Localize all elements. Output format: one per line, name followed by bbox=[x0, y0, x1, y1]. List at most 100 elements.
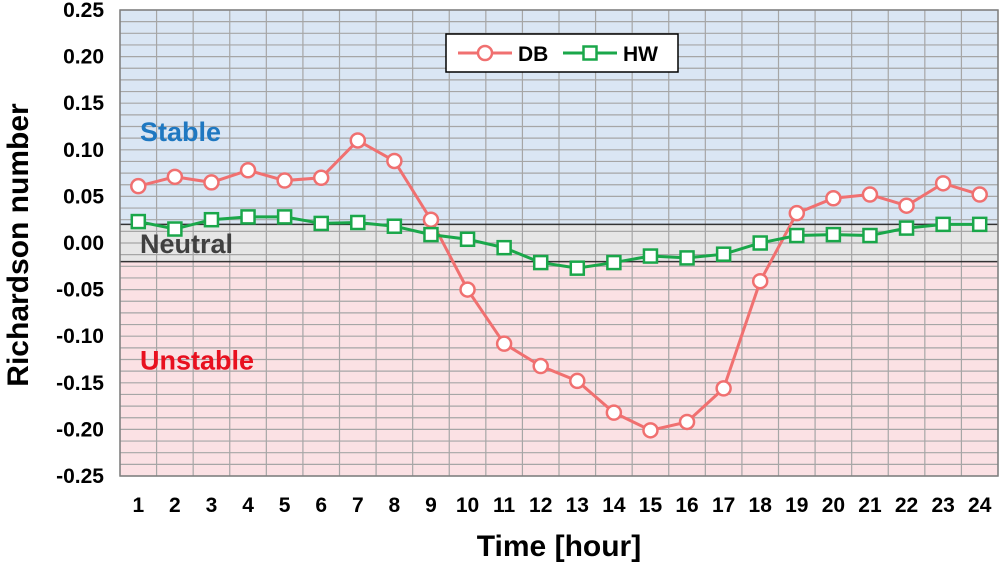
data-point-hw bbox=[167, 221, 183, 237]
legend-item-hw: HW bbox=[563, 43, 658, 66]
x-tick-label: 21 bbox=[858, 494, 882, 517]
data-point-hw bbox=[240, 209, 256, 225]
data-point-db bbox=[605, 404, 623, 421]
x-tick-label: 6 bbox=[315, 494, 327, 517]
data-point-hw bbox=[496, 239, 512, 256]
data-point-db bbox=[422, 211, 440, 228]
data-point-db bbox=[569, 372, 586, 390]
data-point-hw bbox=[386, 218, 403, 234]
x-tick-label: 3 bbox=[206, 494, 218, 517]
y-tick-label: 0.10 bbox=[63, 139, 104, 162]
x-tick-label: 4 bbox=[242, 494, 254, 517]
x-tick-label: 7 bbox=[352, 494, 364, 517]
data-point-hw bbox=[898, 220, 915, 236]
data-point-db bbox=[312, 169, 330, 187]
data-point-db bbox=[788, 204, 806, 222]
y-tick-label: -0.25 bbox=[56, 465, 104, 488]
y-tick-label: -0.10 bbox=[56, 325, 104, 348]
data-point-db bbox=[276, 172, 293, 189]
x-tick-label: 19 bbox=[785, 494, 808, 517]
x-tick-label: 14 bbox=[602, 494, 626, 517]
series-hw bbox=[130, 209, 988, 276]
data-point-hw bbox=[130, 213, 147, 230]
zone-label-neutral: Neutral bbox=[140, 229, 233, 259]
y-tick-label: 0.00 bbox=[63, 232, 104, 255]
y-tick-labels: 0.25 0.20 0.15 0.10 0.05 0.00 -0.05 -0.10 -0.15 -… bbox=[56, 0, 104, 488]
data-point-hw bbox=[935, 216, 951, 233]
data-point-hw bbox=[825, 226, 842, 243]
data-point-db bbox=[861, 186, 879, 203]
data-point-db bbox=[532, 357, 549, 375]
y-tick-label: -0.15 bbox=[56, 372, 104, 395]
data-point-hw bbox=[350, 214, 366, 231]
zone-label-unstable: Unstable bbox=[140, 346, 254, 376]
x-tick-label: 8 bbox=[389, 494, 401, 517]
x-tick-labels: 1 2 3 4 5 6 7 8 9 10 11 12 13 14 15 16 17 18 19 20 21 22 23 24 bbox=[132, 494, 991, 517]
x-tick-label: 17 bbox=[712, 494, 735, 517]
data-point-db bbox=[715, 380, 732, 397]
series-db bbox=[130, 132, 988, 439]
y-tick-label: -0.20 bbox=[56, 418, 104, 441]
x-tick-label: 12 bbox=[529, 494, 552, 517]
data-point-hw bbox=[679, 250, 695, 266]
x-tick-label: 1 bbox=[132, 494, 144, 517]
data-point-hw bbox=[642, 248, 659, 264]
x-tick-label: 10 bbox=[456, 494, 479, 517]
x-tick-label: 20 bbox=[822, 494, 845, 517]
data-point-db bbox=[459, 281, 476, 298]
x-tick-label: 18 bbox=[749, 494, 773, 517]
data-point-db bbox=[166, 168, 184, 186]
data-point-db bbox=[642, 422, 659, 439]
data-point-hw bbox=[532, 254, 549, 271]
y-tick-label: 0.20 bbox=[63, 46, 104, 69]
data-point-db bbox=[825, 190, 842, 207]
x-tick-label: 15 bbox=[639, 494, 663, 517]
data-point-db bbox=[349, 132, 367, 149]
y-axis-title: Richardson number bbox=[2, 103, 35, 387]
plot-frame bbox=[119, 9, 999, 477]
data-point-hw bbox=[606, 254, 622, 271]
legend-marker-hw bbox=[582, 45, 598, 61]
x-tick-label: 22 bbox=[895, 494, 918, 517]
y-tick-label: 0.15 bbox=[63, 92, 104, 115]
series-layer bbox=[130, 132, 988, 439]
data-point-hw bbox=[569, 260, 586, 276]
legend: DB HW bbox=[445, 33, 679, 73]
x-tick-label: 2 bbox=[169, 494, 181, 517]
data-point-hw bbox=[752, 235, 768, 251]
x-axis-title: Time [hour] bbox=[477, 530, 641, 563]
data-point-hw bbox=[789, 227, 805, 244]
y-tick-label: 0.25 bbox=[63, 0, 104, 22]
legend-marker-db bbox=[476, 44, 494, 62]
zone-labels: Stable Neutral Unstable bbox=[140, 117, 254, 375]
x-tick-label: 23 bbox=[931, 494, 954, 517]
data-point-db bbox=[495, 335, 513, 352]
data-point-hw bbox=[971, 216, 988, 233]
x-tick-label: 11 bbox=[493, 494, 516, 517]
data-point-hw bbox=[862, 227, 878, 244]
data-point-db bbox=[898, 197, 915, 214]
zone-label-stable: Stable bbox=[140, 117, 221, 147]
data-point-db bbox=[130, 177, 147, 195]
data-point-db bbox=[239, 162, 257, 179]
data-point-db bbox=[678, 413, 696, 431]
x-tick-label: 24 bbox=[968, 494, 992, 517]
y-tick-label: -0.05 bbox=[56, 279, 104, 302]
legend-item-db: DB bbox=[458, 43, 548, 66]
data-point-hw bbox=[276, 209, 293, 225]
legend-label-hw: HW bbox=[623, 43, 658, 66]
legend-label-db: DB bbox=[518, 43, 548, 66]
data-point-db bbox=[971, 186, 988, 203]
data-point-hw bbox=[423, 226, 439, 243]
data-point-hw bbox=[203, 211, 220, 228]
data-point-hw bbox=[715, 246, 732, 262]
x-tick-label: 5 bbox=[279, 494, 291, 517]
x-tick-label: 16 bbox=[675, 494, 698, 517]
data-point-db bbox=[751, 272, 769, 290]
x-tick-label: 13 bbox=[566, 494, 589, 517]
data-point-hw bbox=[459, 231, 476, 248]
y-tick-label: 0.05 bbox=[63, 185, 104, 208]
data-point-db bbox=[203, 174, 220, 191]
data-point-hw bbox=[313, 215, 329, 232]
